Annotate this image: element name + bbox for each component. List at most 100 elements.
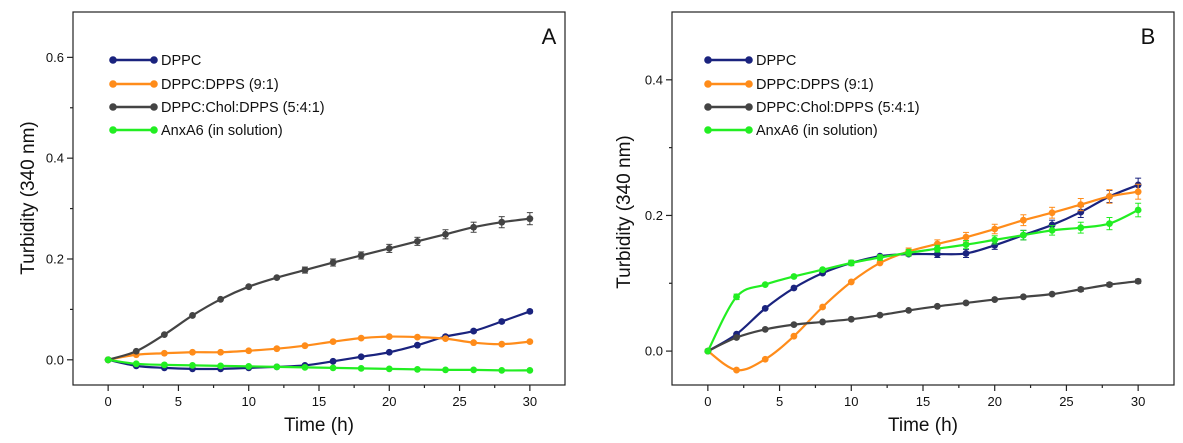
- data-point: [245, 283, 253, 291]
- x-tick-label: 20: [382, 394, 396, 409]
- data-point: [385, 333, 393, 341]
- y-axis-title: Turbidity (340 nm): [614, 135, 635, 288]
- series-dppc: [104, 308, 534, 373]
- data-point: [329, 259, 337, 266]
- data-point: [526, 366, 534, 374]
- legend-swatch-dot: [150, 80, 158, 88]
- data-point: [189, 348, 196, 356]
- data-point: [498, 318, 506, 325]
- data-point: [847, 315, 855, 323]
- chart-panel-b: 0 5 10 15 20 25 30 0.0 0.2 0.4 Time (h) Turbidity…: [614, 11, 1175, 436]
- data-point: [245, 362, 253, 370]
- y-tick-label: 0.2: [645, 208, 663, 223]
- legend-swatch-dot: [745, 80, 753, 88]
- legend-label: DPPC:Chol:DPPS (5:4:1): [161, 100, 325, 116]
- legend-item-dppc-chol-dpps: DPPC:Chol:DPPS (5:4:1): [109, 100, 325, 116]
- data-point: [357, 334, 365, 342]
- x-tick-label: 0: [704, 394, 711, 409]
- data-point: [790, 273, 798, 280]
- series-anxa6: [104, 356, 534, 374]
- data-point: [733, 293, 740, 301]
- data-point: [217, 362, 225, 370]
- data-point: [962, 233, 970, 241]
- data-point: [498, 340, 506, 348]
- data-point: [414, 237, 421, 245]
- data-point: [991, 296, 999, 303]
- data-point: [470, 366, 478, 374]
- legend-label: DPPC:Chol:DPPS (5:4:1): [756, 100, 920, 116]
- y-tick-label: 0.4: [46, 151, 64, 166]
- data-point: [1134, 188, 1142, 196]
- data-point: [761, 281, 769, 289]
- axis-ticks: 0 5 10 15 20 25 30 0.0 0.2 0.4: [645, 72, 1145, 409]
- legend-label: AnxA6 (in solution): [161, 123, 283, 139]
- y-tick-label: 0.4: [645, 72, 663, 87]
- data-point: [1077, 224, 1085, 232]
- legend-swatch-dot: [745, 56, 753, 64]
- data-point: [933, 245, 941, 253]
- data-point: [905, 249, 913, 257]
- legend-swatch-dot: [745, 126, 753, 134]
- legend-item-dppc: DPPC: [704, 53, 796, 69]
- data-point: [301, 363, 309, 371]
- data-point: [189, 361, 196, 369]
- data-point: [160, 331, 168, 338]
- data-point: [245, 347, 253, 355]
- data-point: [1077, 201, 1085, 209]
- data-point: [160, 361, 168, 369]
- data-point: [357, 252, 365, 259]
- data-point: [498, 218, 506, 226]
- data-point: [301, 266, 309, 274]
- data-point: [1106, 281, 1113, 289]
- data-point: [790, 321, 798, 329]
- series-line: [107, 310, 531, 371]
- chart-panel-a: 0 5 10 15 20 25 30 0.0 0.2 0.4 0.6 Time (h) Turbid…: [18, 11, 566, 436]
- x-tick-label: 0: [105, 394, 112, 409]
- axis-ticks: 0 5 10 15 20 25 30 0.0 0.2 0.4 0.6: [46, 50, 537, 409]
- data-point: [1134, 277, 1142, 285]
- data-point: [132, 347, 140, 355]
- x-tick-label: 25: [1059, 394, 1073, 409]
- data-point: [991, 236, 999, 244]
- panel-letter: A: [542, 24, 557, 49]
- x-tick-label: 30: [1131, 394, 1145, 409]
- data-point: [761, 355, 769, 363]
- data-point: [933, 302, 941, 310]
- legend-swatch-dot: [109, 80, 117, 88]
- series-line: [107, 335, 530, 361]
- data-point: [761, 325, 769, 333]
- data-point: [991, 225, 999, 233]
- legend-label: DPPC: [161, 53, 201, 69]
- data-point: [470, 339, 478, 347]
- series-dppc_dpps: [704, 183, 1142, 374]
- y-axis-title: Turbidity (340 nm): [18, 121, 39, 274]
- data-point: [819, 266, 826, 274]
- data-point: [733, 334, 740, 341]
- panel-letter: B: [1141, 24, 1156, 49]
- data-point: [1106, 220, 1113, 227]
- legend-swatch-dot: [150, 126, 158, 134]
- data-point: [761, 304, 769, 312]
- data-point: [876, 259, 884, 267]
- legend-item-dppc-chol-dpps: DPPC:Chol:DPPS (5:4:1): [704, 100, 920, 116]
- data-point: [329, 338, 337, 346]
- legend-item-dppc: DPPC: [109, 53, 201, 69]
- y-tick-label: 0.0: [645, 344, 663, 359]
- data-point: [1077, 285, 1085, 293]
- data-point: [273, 274, 281, 282]
- legend-swatch-dot: [109, 103, 117, 111]
- x-tick-label: 25: [452, 394, 466, 409]
- data-point: [329, 364, 337, 372]
- data-point: [962, 299, 970, 307]
- data-point: [1048, 290, 1056, 298]
- plot-area: [704, 177, 1142, 374]
- data-point: [442, 366, 449, 374]
- series-line: [707, 190, 1139, 372]
- legend-swatch-dot: [704, 80, 712, 88]
- legend-item-dppc-dpps: DPPC:DPPS (9:1): [704, 77, 874, 93]
- data-point: [357, 364, 365, 372]
- legend-item-dppc-dpps: DPPC:DPPS (9:1): [109, 77, 279, 93]
- data-point: [847, 278, 855, 286]
- legend-label: DPPC: [756, 53, 796, 69]
- data-point: [442, 230, 449, 238]
